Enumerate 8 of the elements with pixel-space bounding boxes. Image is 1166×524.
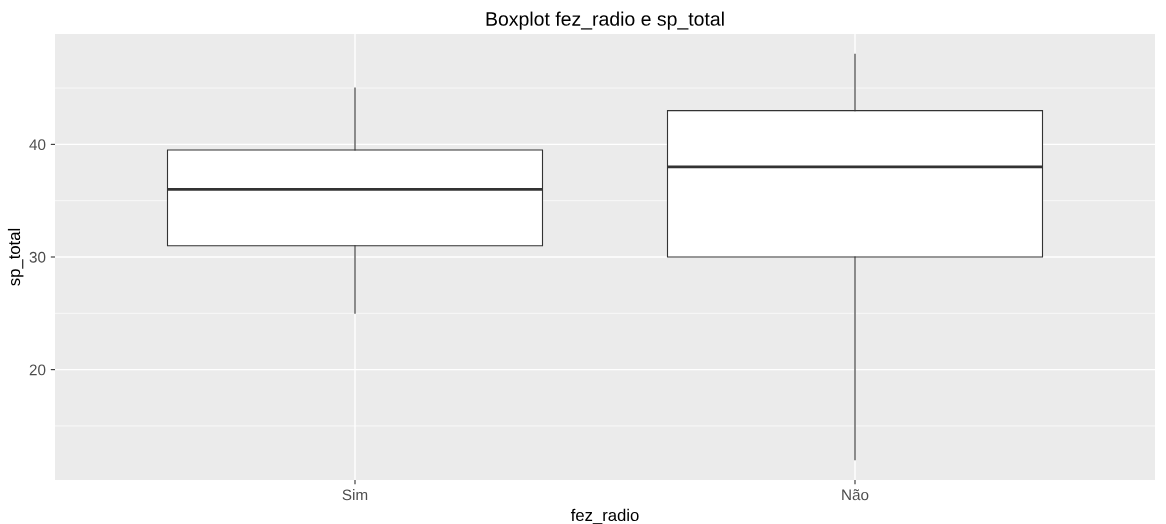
y-tick-label: 40 — [29, 139, 46, 151]
chart-title: Boxplot fez_radio e sp_total — [486, 11, 724, 30]
y-tick-label: 20 — [29, 364, 46, 376]
x-axis-title: fez_radio — [570, 508, 639, 524]
y-axis-title: sp_total — [7, 228, 24, 286]
x-tick-label: Sim — [342, 489, 368, 501]
y-tick-label: 30 — [29, 251, 46, 263]
x-tick-label: Não — [842, 489, 869, 501]
